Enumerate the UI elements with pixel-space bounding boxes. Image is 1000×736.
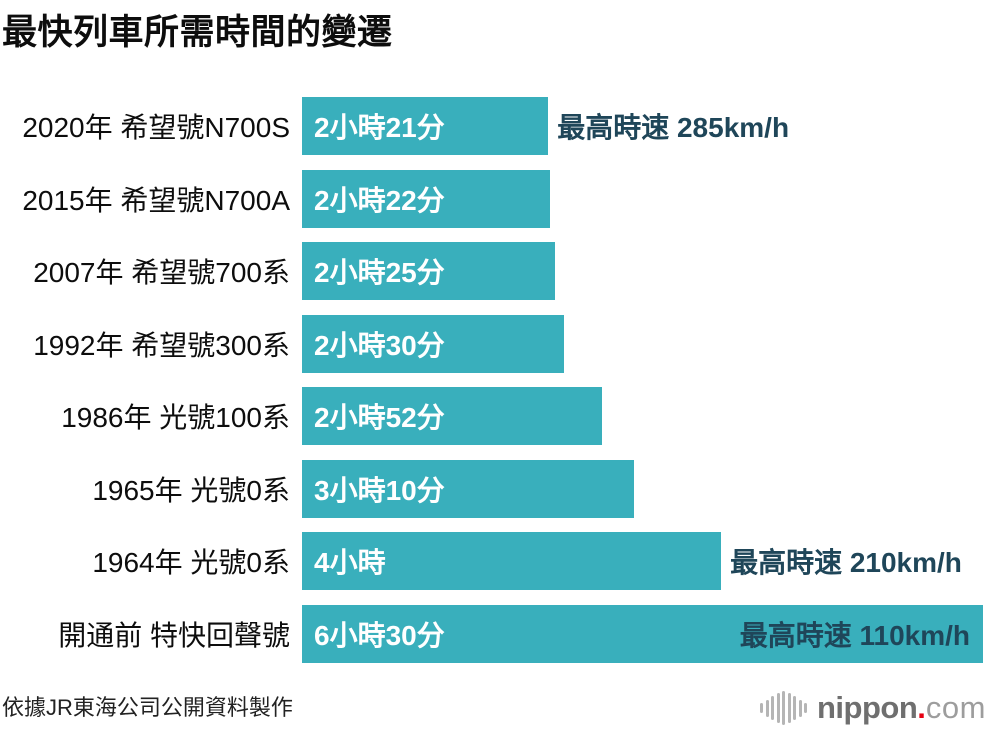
annotation-inside: 最高時速 110km/h [739, 619, 970, 651]
bar: 2小時30分 [302, 314, 564, 373]
row-label: 開通前 特快回聲號 [58, 619, 290, 651]
bar: 2小時25分 [302, 242, 556, 300]
chart-row: 2007年 希望號700系 2小時25分 [0, 242, 983, 300]
bar-track: 2小時52分 [302, 387, 983, 445]
bar-track: 3小時10分 [302, 459, 983, 518]
chart-row: 2015年 希望號N700A 2小時22分 [0, 169, 983, 228]
bar-value-label: 6小時30分 [314, 619, 445, 651]
bar-track: 2小時25分 [302, 242, 983, 300]
annotation-outside: 最高時速 285km/h [557, 112, 790, 143]
row-label: 2007年 希望號700系 [33, 257, 290, 288]
logo-text-com: com [925, 690, 986, 725]
bar-value-label: 4小時 [314, 547, 386, 578]
nippon-logo: nippon.com [760, 690, 986, 726]
logo-text: nippon.com [817, 690, 986, 726]
bar-chart: 2020年 希望號N700S 2小時21分 最高時速 285km/h 2015年… [0, 97, 983, 663]
row-label: 1965年 光號0系 [92, 474, 290, 506]
bar-track: 2小時21分 最高時速 285km/h [302, 97, 983, 155]
row-label: 2020年 希望號N700S [22, 112, 290, 143]
logo-text-nippon: nippon [817, 690, 918, 725]
chart-row: 開通前 特快回聲號 6小時30分 最高時速 110km/h [0, 604, 983, 663]
chart-row: 2020年 希望號N700S 2小時21分 最高時速 285km/h [0, 97, 983, 155]
bar: 3小時10分 [302, 459, 634, 518]
bar-value-label: 3小時10分 [314, 474, 445, 506]
chart-row: 1964年 光號0系 4小時 最高時速 210km/h [0, 532, 983, 590]
bar: 4小時 [302, 532, 722, 590]
bar-value-label: 2小時25分 [314, 257, 445, 288]
chart-rows: 2020年 希望號N700S 2小時21分 最高時速 285km/h 2015年… [0, 97, 983, 663]
row-label: 2015年 希望號N700A [22, 184, 290, 216]
bar-track: 4小時 最高時速 210km/h [302, 532, 983, 590]
bar-track: 6小時30分 最高時速 110km/h [302, 604, 983, 663]
bar-track: 2小時30分 [302, 314, 983, 373]
bar-value-label: 2小時21分 [314, 112, 445, 143]
annotation-outside: 最高時速 210km/h [730, 547, 962, 578]
chart-row: 1992年 希望號300系 2小時30分 [0, 314, 983, 373]
row-label: 1986年 光號100系 [61, 402, 290, 433]
sound-wave-icon [760, 691, 807, 725]
bar-value-label: 2小時52分 [314, 402, 445, 433]
source-note: 依據JR東海公司公開資料製作 [2, 695, 293, 720]
bar: 2小時22分 [302, 169, 550, 228]
row-label: 1964年 光號0系 [92, 547, 290, 578]
chart-row: 1986年 光號100系 2小時52分 [0, 387, 983, 445]
logo-text-dot: . [917, 690, 926, 725]
bar-value-label: 2小時30分 [314, 329, 445, 361]
chart-row: 1965年 光號0系 3小時10分 [0, 459, 983, 518]
chart-title: 最快列車所需時間的變遷 [2, 13, 393, 52]
bar-value-label: 2小時22分 [314, 184, 445, 216]
bar: 2小時52分 [302, 387, 603, 445]
bar-track: 2小時22分 [302, 169, 983, 228]
bar: 2小時21分 [302, 97, 549, 155]
row-label: 1992年 希望號300系 [33, 329, 290, 361]
bar: 6小時30分 最高時速 110km/h [302, 604, 983, 663]
